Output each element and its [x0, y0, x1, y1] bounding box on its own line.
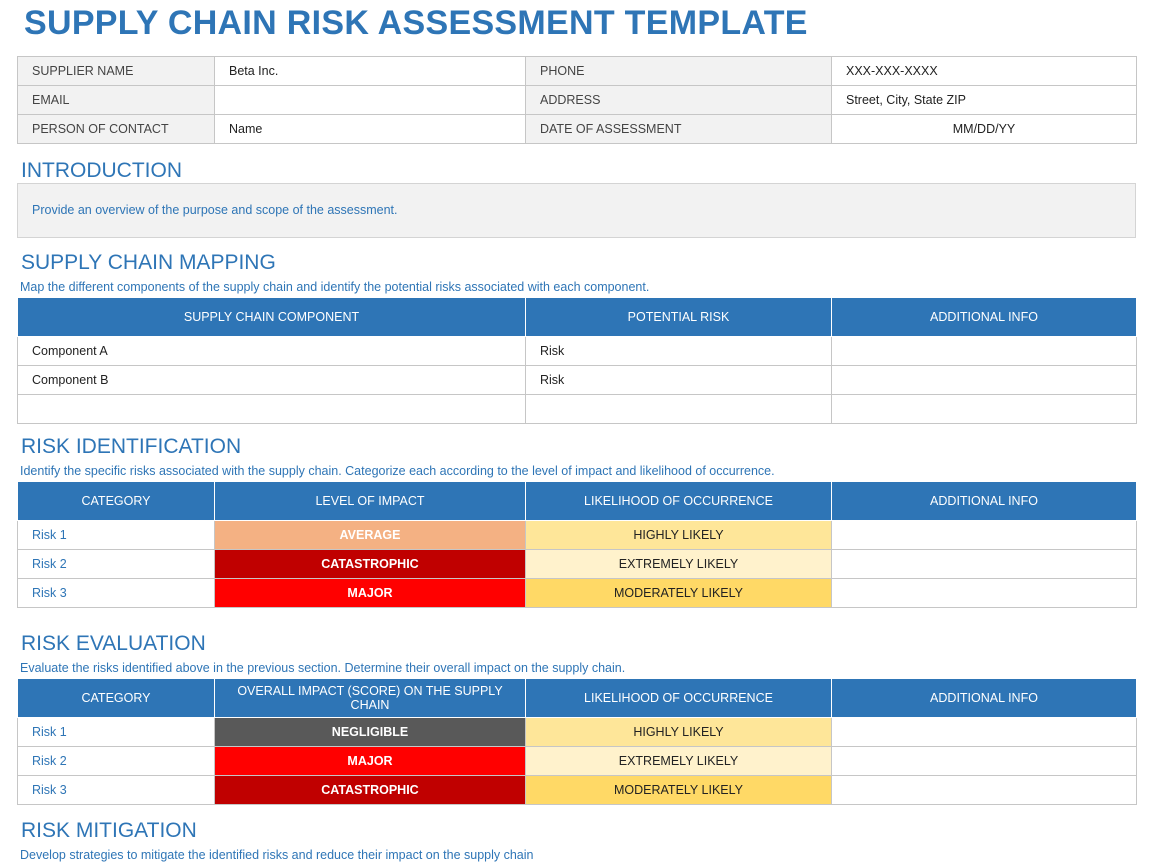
table-row: Risk 3 CATASTROPHIC MODERATELY LIKELY [17, 775, 1137, 805]
email-label: EMAIL [17, 85, 215, 115]
table-row: Component B Risk [17, 365, 1137, 395]
mapping-cell[interactable]: Component B [17, 365, 526, 395]
category-cell[interactable]: Risk 2 [17, 746, 215, 776]
mapping-cell[interactable] [17, 394, 526, 424]
mapping-header-component: SUPPLY CHAIN COMPONENT [17, 297, 526, 337]
date-field[interactable]: MM/DD/YY [831, 114, 1137, 144]
evaluation-header-info: ADDITIONAL INFO [831, 678, 1137, 718]
mapping-cell[interactable] [525, 394, 832, 424]
likelihood-cell[interactable]: EXTREMELY LIKELY [525, 746, 832, 776]
mapping-cell[interactable]: Risk [525, 365, 832, 395]
evaluation-subtitle: Evaluate the risks identified above in t… [20, 661, 626, 675]
mapping-cell[interactable] [831, 365, 1137, 395]
info-cell[interactable] [831, 520, 1137, 550]
identification-header-likelihood: LIKELIHOOD OF OCCURRENCE [525, 481, 832, 521]
impact-cell[interactable]: MAJOR [214, 746, 526, 776]
identification-header-category: CATEGORY [17, 481, 215, 521]
email-field[interactable] [214, 85, 526, 115]
table-row: Risk 2 CATASTROPHIC EXTREMELY LIKELY [17, 549, 1137, 579]
mitigation-title: RISK MITIGATION [21, 819, 197, 842]
identification-subtitle: Identify the specific risks associated w… [20, 464, 775, 478]
impact-cell[interactable]: NEGLIGIBLE [214, 717, 526, 747]
supplier-name-field[interactable]: Beta Inc. [214, 56, 526, 86]
evaluation-title: RISK EVALUATION [21, 632, 206, 655]
mapping-header-info: ADDITIONAL INFO [831, 297, 1137, 337]
category-cell[interactable]: Risk 3 [17, 775, 215, 805]
introduction-title: INTRODUCTION [21, 159, 182, 182]
introduction-text: Provide an overview of the purpose and s… [32, 203, 398, 217]
likelihood-cell[interactable]: MODERATELY LIKELY [525, 775, 832, 805]
mapping-table: SUPPLY CHAIN COMPONENT POTENTIAL RISK AD… [17, 297, 1137, 424]
mapping-cell[interactable] [831, 394, 1137, 424]
info-cell[interactable] [831, 746, 1137, 776]
info-cell[interactable] [831, 578, 1137, 608]
mapping-title: SUPPLY CHAIN MAPPING [21, 251, 276, 274]
category-cell[interactable]: Risk 2 [17, 549, 215, 579]
mitigation-subtitle: Develop strategies to mitigate the ident… [20, 848, 534, 862]
identification-header-info: ADDITIONAL INFO [831, 481, 1137, 521]
phone-label: PHONE [525, 56, 832, 86]
evaluation-header-likelihood: LIKELIHOOD OF OCCURRENCE [525, 678, 832, 718]
table-row: Risk 1 AVERAGE HIGHLY LIKELY [17, 520, 1137, 550]
table-row [17, 394, 1137, 424]
page-title: SUPPLY CHAIN RISK ASSESSMENT TEMPLATE [24, 4, 808, 42]
address-label: ADDRESS [525, 85, 832, 115]
category-cell[interactable]: Risk 1 [17, 520, 215, 550]
mapping-cell[interactable] [831, 336, 1137, 366]
contact-label: PERSON OF CONTACT [17, 114, 215, 144]
evaluation-header-category: CATEGORY [17, 678, 215, 718]
identification-table: CATEGORY LEVEL OF IMPACT LIKELIHOOD OF O… [17, 481, 1137, 608]
likelihood-cell[interactable]: EXTREMELY LIKELY [525, 549, 832, 579]
likelihood-cell[interactable]: HIGHLY LIKELY [525, 717, 832, 747]
address-field[interactable]: Street, City, State ZIP [831, 85, 1137, 115]
phone-field[interactable]: XXX-XXX-XXXX [831, 56, 1137, 86]
info-cell[interactable] [831, 549, 1137, 579]
identification-title: RISK IDENTIFICATION [21, 435, 242, 458]
mapping-cell[interactable]: Risk [525, 336, 832, 366]
evaluation-table: CATEGORY OVERALL IMPACT (SCORE) ON THE S… [17, 678, 1137, 805]
date-label: DATE OF ASSESSMENT [525, 114, 832, 144]
category-cell[interactable]: Risk 1 [17, 717, 215, 747]
impact-cell[interactable]: CATASTROPHIC [214, 775, 526, 805]
info-cell[interactable] [831, 775, 1137, 805]
mapping-subtitle: Map the different components of the supp… [20, 280, 650, 294]
identification-header-impact: LEVEL OF IMPACT [214, 481, 526, 521]
supplier-info-table: SUPPLIER NAME Beta Inc. PHONE XXX-XXX-XX… [17, 56, 1137, 144]
mapping-cell[interactable]: Component A [17, 336, 526, 366]
impact-cell[interactable]: MAJOR [214, 578, 526, 608]
introduction-box[interactable]: Provide an overview of the purpose and s… [17, 183, 1136, 238]
likelihood-cell[interactable]: MODERATELY LIKELY [525, 578, 832, 608]
contact-field[interactable]: Name [214, 114, 526, 144]
info-cell[interactable] [831, 717, 1137, 747]
supplier-name-label: SUPPLIER NAME [17, 56, 215, 86]
likelihood-cell[interactable]: HIGHLY LIKELY [525, 520, 832, 550]
table-row: Risk 3 MAJOR MODERATELY LIKELY [17, 578, 1137, 608]
table-row: Risk 2 MAJOR EXTREMELY LIKELY [17, 746, 1137, 776]
impact-cell[interactable]: AVERAGE [214, 520, 526, 550]
impact-cell[interactable]: CATASTROPHIC [214, 549, 526, 579]
mapping-header-risk: POTENTIAL RISK [525, 297, 832, 337]
category-cell[interactable]: Risk 3 [17, 578, 215, 608]
table-row: Component A Risk [17, 336, 1137, 366]
table-row: Risk 1 NEGLIGIBLE HIGHLY LIKELY [17, 717, 1137, 747]
evaluation-header-impact: OVERALL IMPACT (SCORE) ON THE SUPPLY CHA… [214, 678, 526, 718]
